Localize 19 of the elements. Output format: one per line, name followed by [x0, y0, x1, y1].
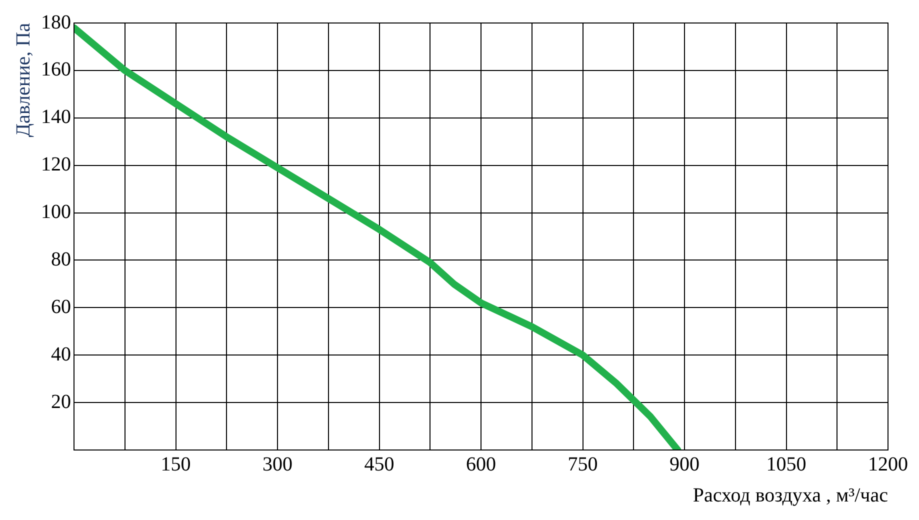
x-tick-label: 1200 — [868, 453, 908, 476]
x-tick-label: 300 — [262, 453, 292, 476]
y-tick-label: 180 — [41, 11, 71, 34]
x-axis-title: Расход воздуха , м³/час — [692, 484, 888, 506]
x-tick-label: 1050 — [766, 453, 806, 476]
x-tick-label: 600 — [466, 453, 496, 476]
y-tick-label: 80 — [51, 248, 71, 270]
x-tick-label: 450 — [364, 453, 394, 476]
y-tick-label: 140 — [41, 106, 71, 128]
x-tick-label: 750 — [568, 453, 598, 476]
y-tick-label: 60 — [51, 296, 71, 318]
y-tick-label: 160 — [41, 58, 71, 81]
y-tick-label: 40 — [51, 343, 71, 366]
x-tick-label: 150 — [160, 453, 191, 476]
x-tick-label: 900 — [670, 453, 700, 476]
y-tick-label: 120 — [41, 154, 71, 176]
y-tick-label: 100 — [41, 201, 71, 224]
y-tick-label: 20 — [51, 390, 71, 413]
y-axis-title: Давление, Па — [12, 22, 34, 138]
